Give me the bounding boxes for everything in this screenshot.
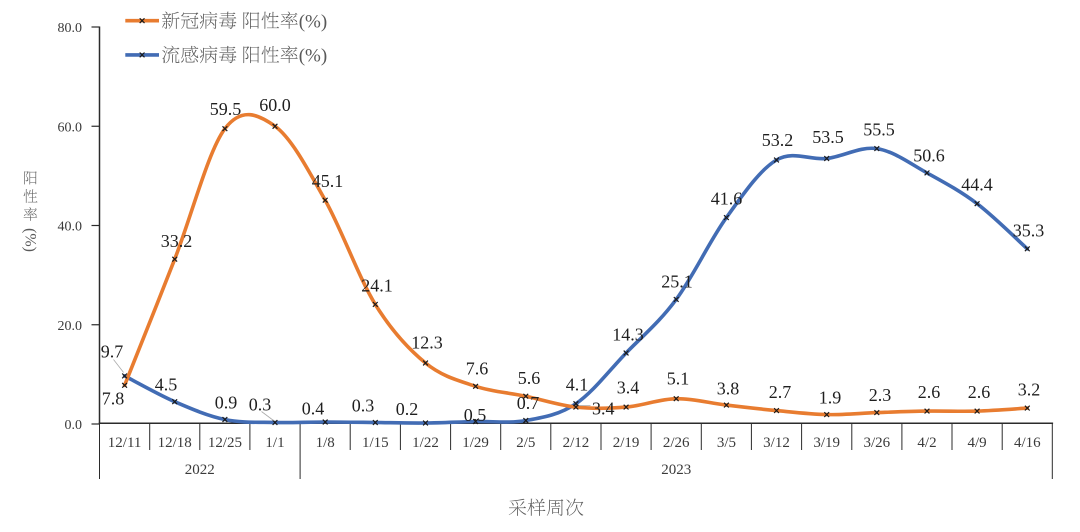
svg-text:53.5: 53.5 bbox=[812, 127, 844, 147]
svg-text:1/22: 1/22 bbox=[412, 435, 439, 451]
svg-text:60.0: 60.0 bbox=[259, 95, 291, 115]
svg-text:3/26: 3/26 bbox=[863, 435, 890, 451]
svg-text:1.9: 1.9 bbox=[819, 387, 842, 407]
svg-text:55.5: 55.5 bbox=[863, 119, 895, 139]
svg-text:3.2: 3.2 bbox=[1018, 379, 1041, 399]
svg-text:2023: 2023 bbox=[661, 462, 691, 478]
svg-text:1/1: 1/1 bbox=[265, 435, 284, 451]
svg-text:35.3: 35.3 bbox=[1013, 220, 1045, 240]
svg-text:24.1: 24.1 bbox=[361, 275, 393, 295]
svg-text:12/18: 12/18 bbox=[158, 435, 192, 451]
svg-text:12/11: 12/11 bbox=[108, 435, 142, 451]
svg-text:2.3: 2.3 bbox=[869, 385, 892, 405]
svg-text:0.3: 0.3 bbox=[249, 394, 272, 414]
svg-text:33.2: 33.2 bbox=[161, 231, 193, 251]
svg-text:0.2: 0.2 bbox=[396, 399, 419, 419]
svg-text:5.6: 5.6 bbox=[518, 368, 541, 388]
svg-text:1/29: 1/29 bbox=[462, 435, 489, 451]
svg-text:3/19: 3/19 bbox=[813, 435, 840, 451]
svg-text:50.6: 50.6 bbox=[913, 145, 945, 165]
svg-text:(%): (%) bbox=[22, 228, 39, 252]
svg-text:0.7: 0.7 bbox=[517, 393, 540, 413]
svg-text:80.0: 80.0 bbox=[58, 21, 83, 36]
svg-text:4.5: 4.5 bbox=[155, 374, 178, 394]
svg-text:1/15: 1/15 bbox=[362, 435, 389, 451]
svg-text:3/12: 3/12 bbox=[763, 435, 790, 451]
svg-text:4.1: 4.1 bbox=[566, 374, 589, 394]
svg-text:4/16: 4/16 bbox=[1014, 435, 1041, 451]
svg-text:0.0: 0.0 bbox=[65, 418, 83, 433]
svg-text:1/8: 1/8 bbox=[316, 435, 335, 451]
svg-text:14.3: 14.3 bbox=[612, 324, 644, 344]
svg-text:(%): (%) bbox=[299, 46, 327, 67]
svg-text:(%): (%) bbox=[299, 12, 327, 33]
svg-text:12.3: 12.3 bbox=[411, 332, 443, 352]
svg-text:7.6: 7.6 bbox=[466, 358, 489, 378]
svg-text:44.4: 44.4 bbox=[961, 174, 993, 194]
svg-text:3.8: 3.8 bbox=[717, 378, 740, 398]
svg-text:2/12: 2/12 bbox=[563, 435, 590, 451]
svg-text:2/26: 2/26 bbox=[663, 435, 690, 451]
svg-text:2/19: 2/19 bbox=[613, 435, 640, 451]
svg-text:12/25: 12/25 bbox=[208, 435, 242, 451]
svg-text:60.0: 60.0 bbox=[58, 120, 83, 135]
svg-text:41.6: 41.6 bbox=[711, 189, 743, 209]
svg-text:9.7: 9.7 bbox=[101, 341, 124, 361]
svg-text:2.7: 2.7 bbox=[769, 382, 792, 402]
svg-text:3.4: 3.4 bbox=[617, 377, 640, 397]
svg-text:59.5: 59.5 bbox=[210, 99, 242, 119]
svg-text:0.5: 0.5 bbox=[464, 405, 487, 425]
svg-text:7.8: 7.8 bbox=[102, 388, 125, 408]
svg-text:2.6: 2.6 bbox=[918, 382, 941, 402]
svg-text:25.1: 25.1 bbox=[661, 271, 693, 291]
svg-text:53.2: 53.2 bbox=[762, 130, 794, 150]
svg-text:0.3: 0.3 bbox=[352, 395, 375, 415]
svg-text:2.6: 2.6 bbox=[968, 382, 991, 402]
svg-text:3/5: 3/5 bbox=[717, 435, 736, 451]
svg-text:0.4: 0.4 bbox=[302, 398, 325, 418]
svg-text:2/5: 2/5 bbox=[516, 435, 535, 451]
svg-text:4/2: 4/2 bbox=[917, 435, 936, 451]
svg-text:45.1: 45.1 bbox=[312, 171, 344, 191]
svg-text:20.0: 20.0 bbox=[58, 319, 83, 334]
svg-text:40.0: 40.0 bbox=[58, 220, 83, 235]
svg-text:3.4: 3.4 bbox=[592, 398, 615, 418]
svg-text:4/9: 4/9 bbox=[968, 435, 987, 451]
svg-text:0.9: 0.9 bbox=[215, 393, 238, 413]
svg-text:2022: 2022 bbox=[185, 462, 215, 478]
svg-text:5.1: 5.1 bbox=[667, 368, 690, 388]
